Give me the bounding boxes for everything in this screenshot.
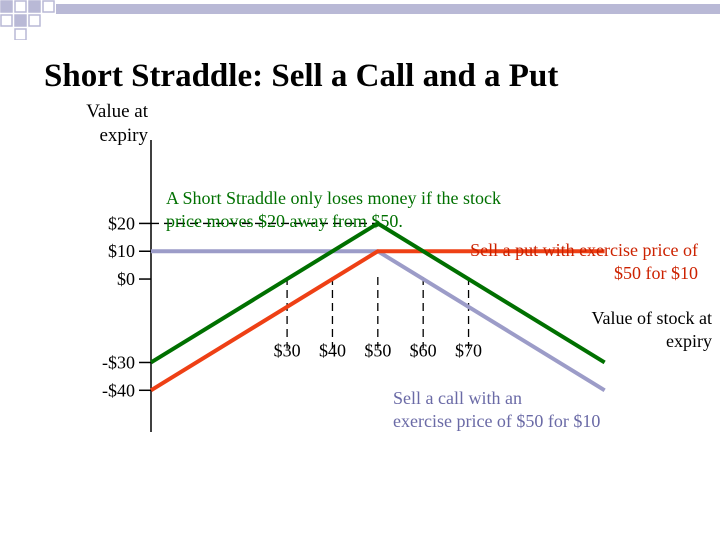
deco-square <box>14 0 27 13</box>
x-tick-label: $30 <box>274 341 301 361</box>
x-tick-label: $70 <box>455 341 482 361</box>
deco-square <box>0 0 13 13</box>
y-tick-label: -$40 <box>102 380 135 400</box>
x-tick-label: $60 <box>410 341 437 361</box>
y-axis-label: Value at expiry <box>60 100 148 148</box>
page-title: Short Straddle: Sell a Call and a Put <box>44 58 559 94</box>
y-tick-label: -$30 <box>102 352 135 372</box>
y-tick-label: $20 <box>108 213 135 233</box>
annotation-line: exercise price of $50 for $10 <box>393 411 601 431</box>
y-tick-label: $10 <box>108 241 135 261</box>
deco-square <box>42 0 55 13</box>
put-annotation: Sell a put with exercise price of $50 fo… <box>420 239 698 285</box>
annotation-line: $50 for $10 <box>614 263 698 283</box>
annotation-line: Sell a put with exercise price of <box>470 240 698 260</box>
y-axis-label-line: Value at <box>86 101 148 122</box>
deco-square <box>28 0 41 13</box>
put-line <box>149 249 605 392</box>
annotation-line: Sell a call with an <box>393 388 522 408</box>
deco-bar <box>56 4 720 14</box>
deco-square <box>28 14 41 27</box>
corner-decoration <box>0 0 720 40</box>
x-tick-label: $50 <box>364 341 391 361</box>
guide-lines <box>151 222 470 349</box>
deco-square <box>14 14 27 27</box>
x-axis-label-line: Value of stock at <box>591 308 712 328</box>
deco-square <box>0 14 13 27</box>
x-tick-label: $40 <box>319 341 346 361</box>
annotation-line: price moves $20 away from $50. <box>166 211 403 231</box>
y-axis-label-line: expiry <box>99 125 148 146</box>
tick-labels: $20 $10 $0 -$30 -$40 $30 $40 $50 $60 $70 <box>102 213 482 400</box>
x-axis-label: Value of stock at expiry <box>540 307 712 353</box>
straddle-annotation: A Short Straddle only loses money if the… <box>166 187 501 233</box>
axes <box>139 140 152 432</box>
deco-square <box>14 28 27 40</box>
x-axis-label-line: expiry <box>666 331 712 351</box>
annotation-line: A Short Straddle only loses money if the… <box>166 188 501 208</box>
call-annotation: Sell a call with an exercise price of $5… <box>393 387 600 433</box>
series-lines <box>149 221 606 392</box>
y-tick-label: $0 <box>117 269 135 289</box>
straddle-line <box>149 221 606 365</box>
